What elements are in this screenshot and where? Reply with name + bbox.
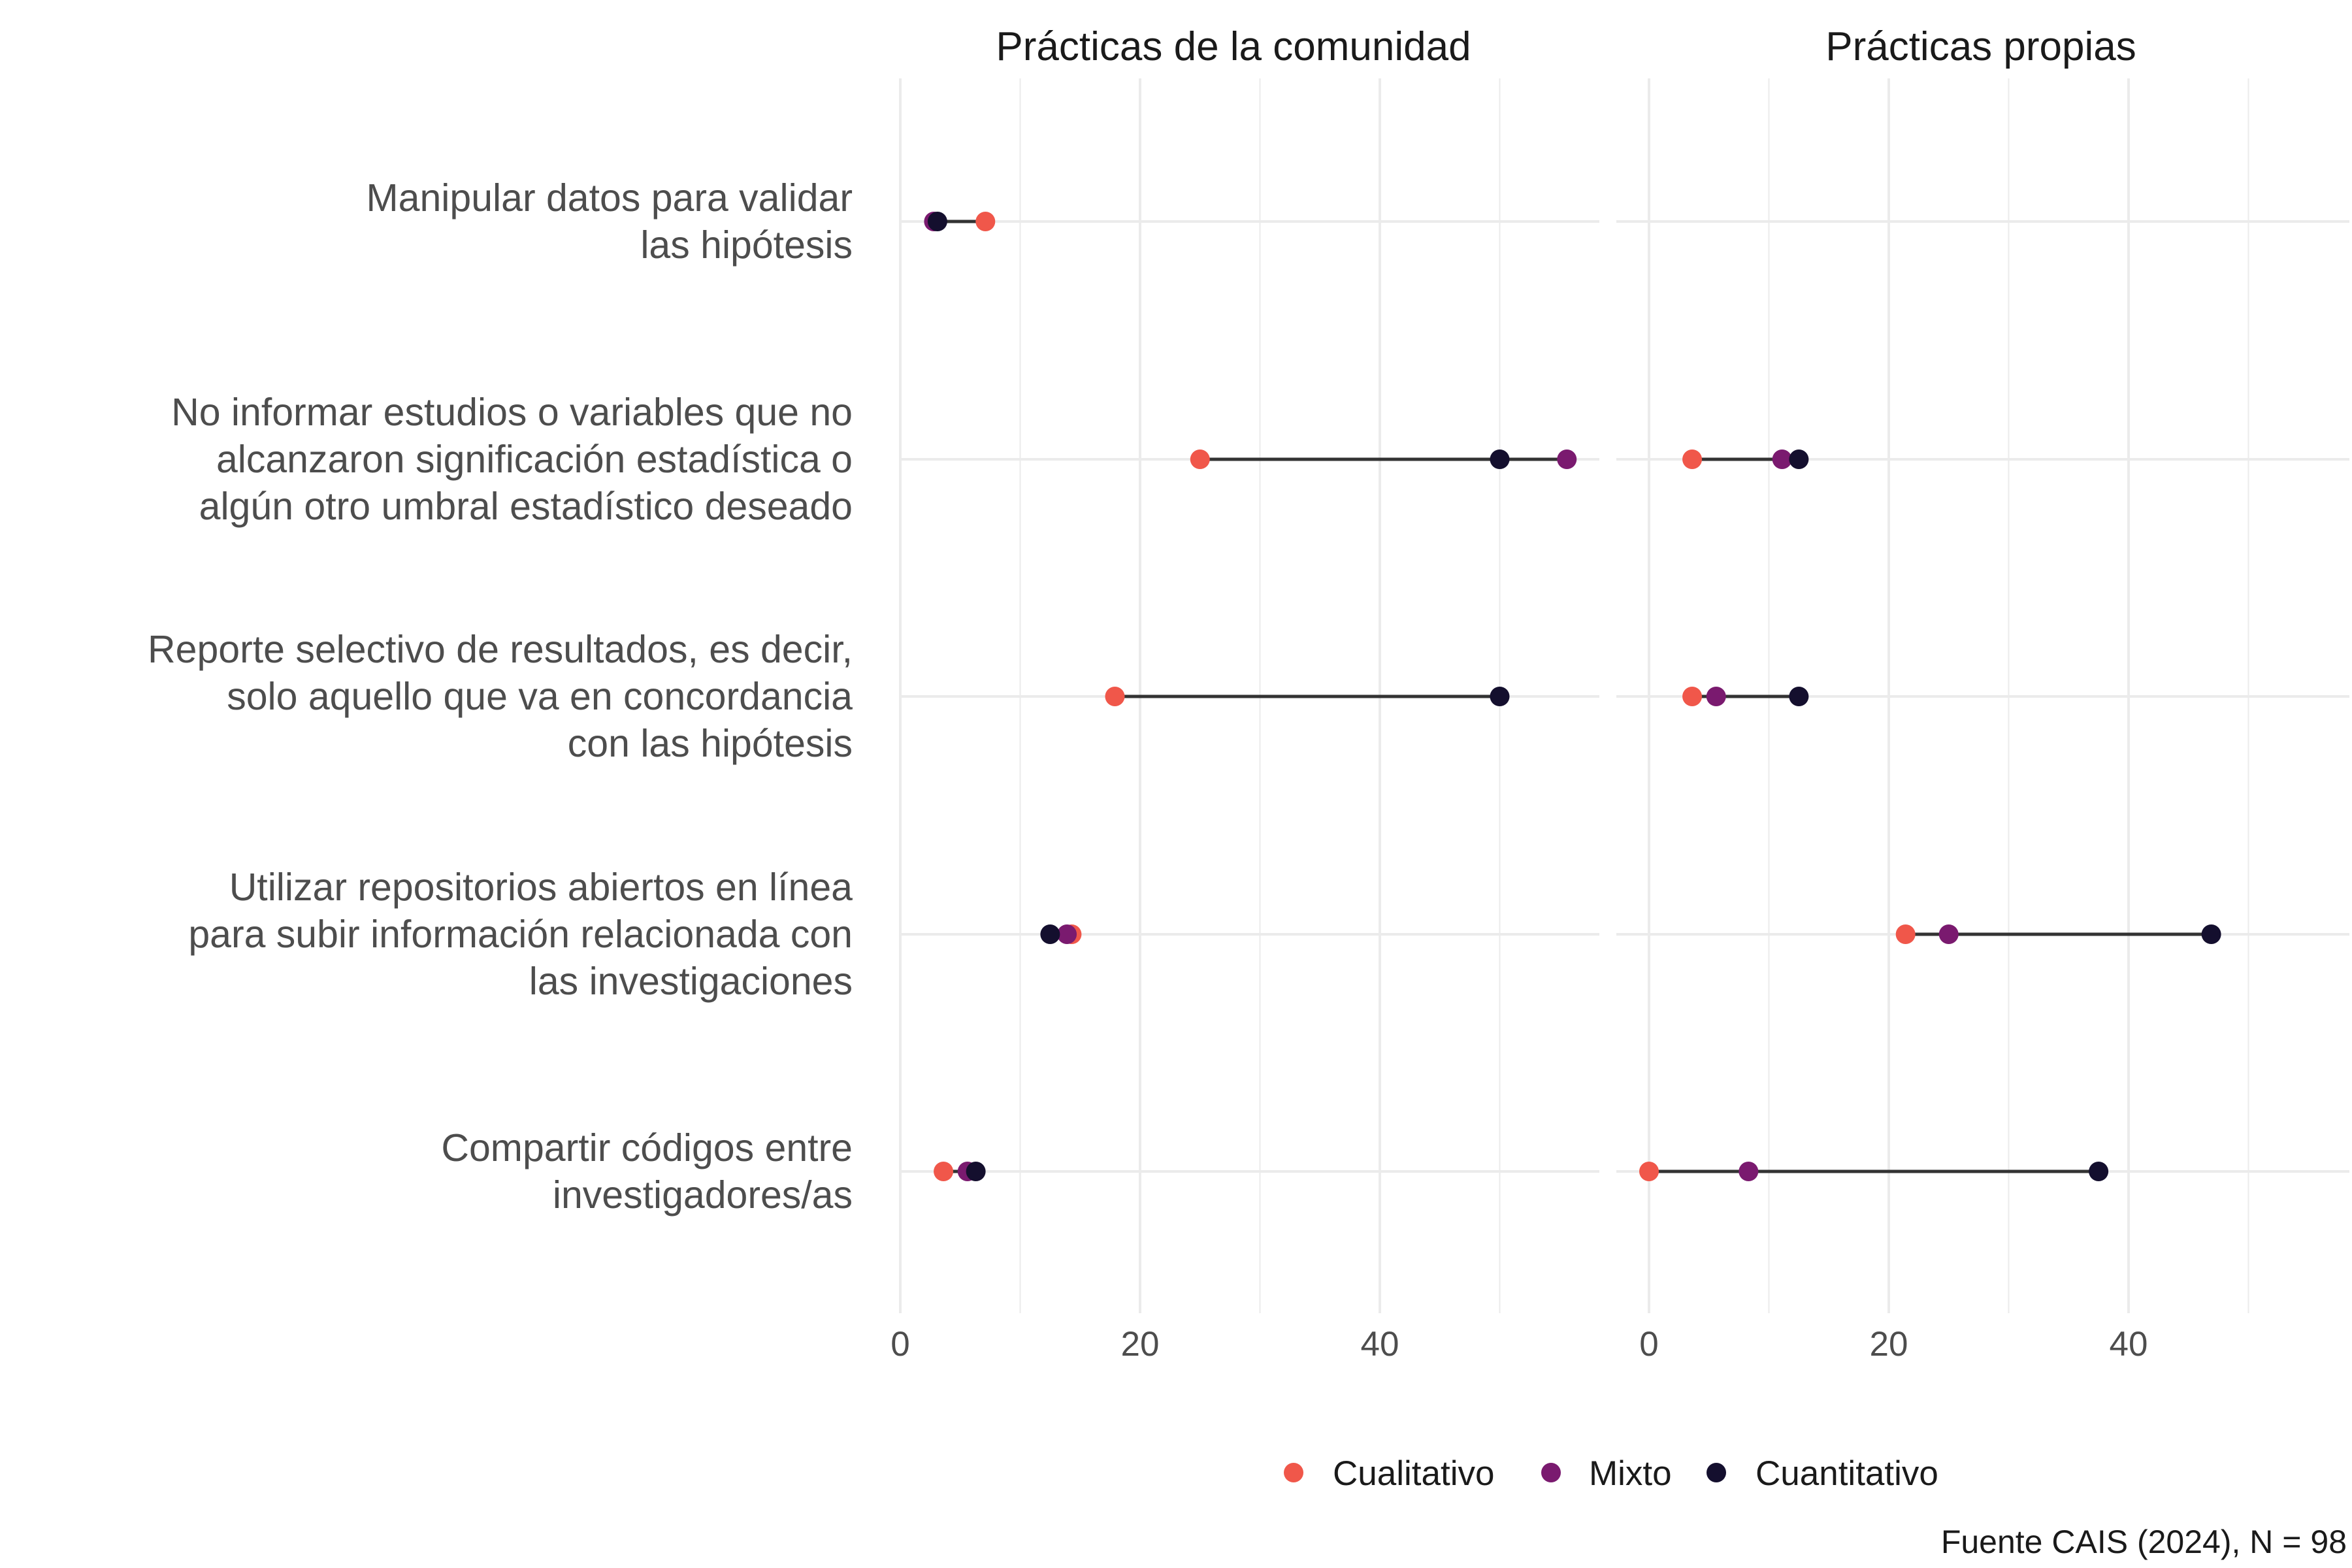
data-point-cuantitativo: [927, 212, 947, 231]
data-point-cualitativo: [1105, 687, 1125, 706]
data-point-cuantitativo: [1040, 924, 1060, 944]
data-point-cualitativo: [1639, 1162, 1659, 1181]
legend-label: Cualitativo: [1333, 1454, 1494, 1493]
data-point-cuantitativo: [2201, 924, 2221, 944]
data-point-mixto: [1938, 924, 1959, 944]
data-point-mixto: [1772, 449, 1792, 469]
data-point-cualitativo: [1190, 449, 1210, 469]
facet-strips: Prácticas de la comunidad Prácticas propi…: [996, 24, 2136, 69]
y-category-label: Compartir códigos entre investigadores/as: [441, 1126, 853, 1217]
data-point-cuantitativo: [2089, 1162, 2109, 1181]
legend-label: Cuantitativo: [1756, 1454, 1938, 1493]
legend-key-cuantitativo: [1707, 1463, 1726, 1482]
legend-key-mixto: [1541, 1463, 1561, 1482]
legend: Cualitativo Mixto Cuantitativo: [1284, 1454, 1938, 1493]
data-points: [924, 212, 2221, 1181]
data-point-cuantitativo: [1789, 449, 1809, 469]
y-category-label: No informar estudios o variables que no a…: [171, 391, 853, 528]
y-category-label: Reporte selectivo de resultados, es deci…: [148, 628, 853, 765]
x-tick-label: 0: [1639, 1325, 1658, 1364]
data-point-cuantitativo: [1490, 449, 1510, 469]
data-point-cualitativo: [934, 1162, 954, 1181]
x-tick-label: 20: [1870, 1325, 1908, 1364]
y-category-label: Manipular datos para validar las hipótesi…: [367, 176, 853, 267]
caption: Fuente CAIS (2024), N = 98: [1941, 1524, 2347, 1560]
x-tick-label: 40: [2110, 1325, 2148, 1364]
x-tick-label: 40: [1361, 1325, 1399, 1364]
data-point-mixto: [1706, 687, 1726, 706]
data-point-cualitativo: [975, 212, 996, 231]
x-axis-ticks: 0 20 40 0 20 40: [890, 1325, 2148, 1364]
x-tick-label: 20: [1121, 1325, 1160, 1364]
x-tick-label: 0: [890, 1325, 909, 1364]
facet-title: Prácticas de la comunidad: [996, 24, 1471, 69]
data-point-mixto: [1739, 1162, 1759, 1181]
data-point-cualitativo: [1682, 687, 1703, 706]
legend-key-cualitativo: [1284, 1463, 1303, 1482]
facet-title: Prácticas propias: [1825, 24, 2136, 69]
data-point-mixto: [1557, 449, 1577, 469]
data-point-cuantitativo: [1490, 687, 1510, 706]
legend-label: Mixto: [1589, 1454, 1672, 1493]
y-category-label: Utilizar repositorios abiertos en línea p…: [188, 866, 853, 1003]
data-point-cuantitativo: [966, 1162, 986, 1181]
data-point-cuantitativo: [1789, 687, 1809, 706]
data-point-mixto: [1057, 924, 1077, 944]
grid-layer: [899, 78, 2349, 1313]
data-point-cualitativo: [1895, 924, 1916, 944]
data-point-cualitativo: [1682, 449, 1703, 469]
y-axis-labels: Manipular datos para validar las hipótesi…: [148, 176, 853, 1217]
